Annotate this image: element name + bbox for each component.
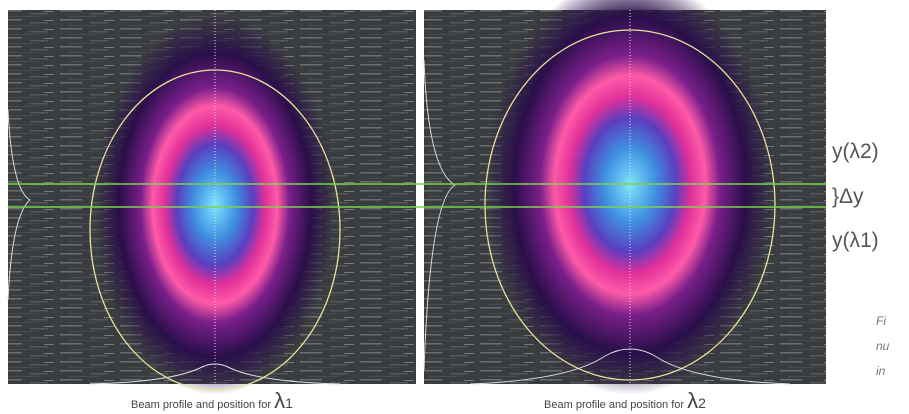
caption-text: Beam profile and position for xyxy=(131,399,274,411)
caption-index: 1 xyxy=(285,395,293,411)
side-caption: nu xyxy=(876,339,890,353)
label-upper: y(λ2) xyxy=(832,140,879,163)
panel-2 xyxy=(424,0,826,395)
side-caption: in xyxy=(876,364,886,378)
figure: Beam profile and position for λ1 Beam pr… xyxy=(0,0,909,414)
label-lower: y(λ1) xyxy=(832,229,879,252)
caption-text: Beam profile and position for xyxy=(544,399,687,411)
caption-index: 2 xyxy=(698,395,706,411)
caption-symbol: λ xyxy=(274,388,285,413)
caption-symbol: λ xyxy=(687,388,698,413)
label-delta: }Δy xyxy=(832,185,864,208)
side-caption: Fi xyxy=(876,314,886,328)
panel-1 xyxy=(8,10,416,395)
